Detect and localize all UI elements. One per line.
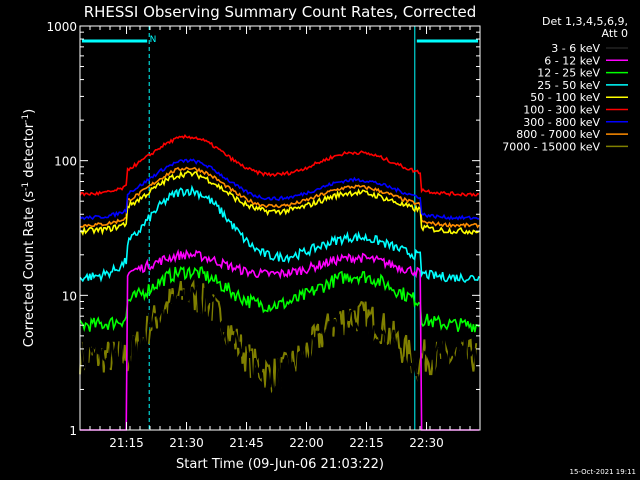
legend-header-line2: Att 0	[602, 27, 628, 40]
series-line-7	[79, 166, 480, 229]
legend-header-line1: Det 1,3,4,5,6,9,	[542, 15, 628, 28]
series-line-0	[79, 283, 480, 399]
y-tick-label: 100	[54, 155, 77, 169]
series-line-1	[80, 248, 479, 431]
x-tick-label: 22:15	[349, 436, 384, 450]
series-line-4	[79, 170, 480, 236]
x-tick-label: 21:45	[229, 436, 264, 450]
series-line-6	[79, 158, 480, 221]
legend-label: 25 - 50 keV	[537, 79, 600, 92]
series-line-3	[79, 184, 480, 284]
y-axis-label: Corrected Count Rate (s-1 detector-1)	[21, 109, 37, 347]
x-tick-label: 21:30	[169, 436, 204, 450]
axes: 1 10 100 1000 21:15 21:30 21:45 22:00 22:15 22:30	[46, 20, 481, 450]
legend-label: 300 - 800 keV	[523, 116, 600, 129]
x-tick-label: 22:30	[409, 436, 444, 450]
legend-label: 12 - 25 keV	[537, 67, 600, 80]
series-layer	[79, 133, 480, 431]
legend-label: 800 - 7000 keV	[516, 128, 600, 141]
legend-label: 100 - 300 keV	[523, 104, 600, 117]
night-annotation: N	[150, 35, 157, 45]
legend-label: 6 - 12 keV	[544, 54, 600, 67]
y-tick-label: 1	[69, 424, 77, 438]
y-tick-label: 1000	[46, 20, 77, 34]
chart-title: RHESSI Observing Summary Count Rates, Co…	[84, 3, 477, 21]
series-line-5	[79, 133, 480, 197]
x-tick-label: 21:15	[109, 436, 144, 450]
legend-label: 7000 - 15000 keV	[502, 140, 600, 153]
legend-label: 3 - 6 keV	[551, 42, 600, 55]
legend-label: 50 - 100 keV	[530, 91, 600, 104]
y-tick-label: 10	[62, 289, 77, 303]
footer-date: 15-Oct-2021 19:11	[570, 468, 636, 476]
x-axis-label: Start Time (09-Jun-06 21:03:22)	[176, 457, 384, 472]
series-line-2	[79, 265, 480, 333]
x-tick-label: 22:00	[289, 436, 324, 450]
